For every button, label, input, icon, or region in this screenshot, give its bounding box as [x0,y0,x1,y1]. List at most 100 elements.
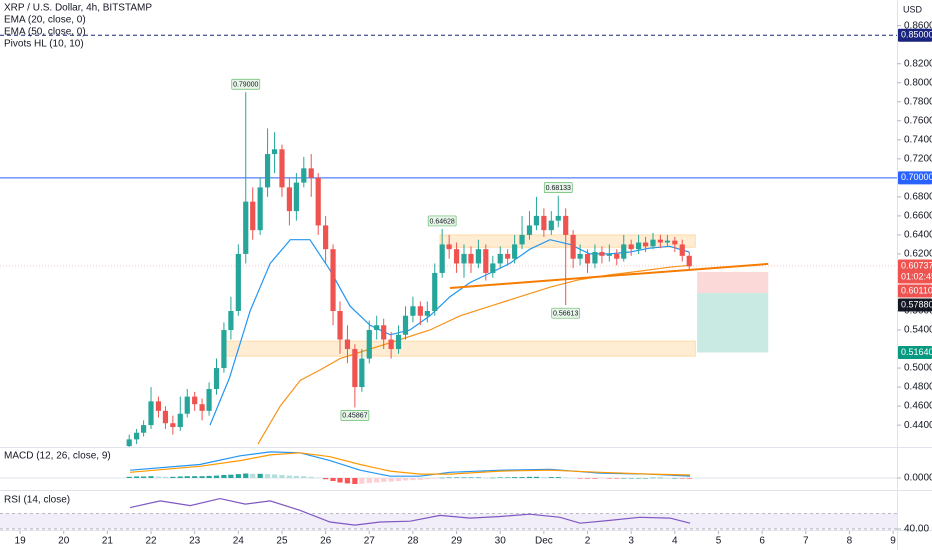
candle-body [381,325,387,340]
candle-body [374,325,380,331]
x-tick-label: 27 [364,536,376,547]
candle-body [512,244,518,259]
candle-body [162,410,169,424]
candle-body [555,215,561,221]
candle-body [170,423,176,428]
macd-histogram-bar [301,476,307,478]
price-label-box [898,171,932,185]
macd-histogram-bar [402,478,409,481]
x-tick-label: 9 [890,536,896,547]
pivot-label-box [427,215,457,227]
macd-histogram-bar [461,477,467,478]
x-tick-label: 19 [15,536,27,547]
candle-body [446,244,452,250]
candle-body [395,334,402,350]
price-label-box [898,298,932,312]
macd-histogram-bar [424,478,430,480]
candle-body [264,154,271,188]
macd-histogram-bar [221,475,227,478]
macd-histogram-bar [184,476,190,478]
macd-histogram-bar [570,478,576,479]
macd-histogram-bar [337,478,343,483]
macd-histogram-bar [293,475,299,478]
macd-histogram-bar [206,475,212,478]
candle-body [337,310,343,340]
candle-body [548,220,554,231]
price-label-box [898,28,932,42]
candle-body [461,253,467,264]
macd-histogram-bar [162,476,169,478]
macd-histogram-bar [642,478,649,479]
position-target-zone [697,293,769,353]
candle-body [468,253,474,264]
candle-body [577,253,583,259]
macd-histogram-bar [555,477,561,478]
macd-histogram-bar [592,478,598,479]
x-tick-label: 25 [276,536,288,547]
macd-histogram-bar [614,478,620,479]
macd-histogram-bar [308,476,314,478]
candle-body [366,330,372,359]
macd-histogram-bar [315,477,321,479]
candle-body [192,396,198,405]
ema-line [257,264,690,445]
candle-body [672,240,678,245]
pivot-label-box [340,410,370,421]
x-tick-label: 29 [451,536,463,547]
candle-body [301,168,307,183]
x-tick-label: 26 [320,536,332,547]
candle-body [650,239,656,247]
macd-histogram-bar [213,475,220,478]
macd-histogram-bar [126,476,132,478]
candle-body [359,358,365,388]
macd-histogram-bar [446,477,452,478]
currency-label: USD [903,4,923,14]
macd-pane [0,451,897,484]
candle-body [323,225,329,250]
candle-body [271,149,278,155]
macd-histogram-bar [286,475,292,478]
macd-histogram-bar [526,476,533,478]
macd-histogram-bar [548,477,554,478]
rsi-pane [0,497,897,530]
candle-body [686,255,692,267]
macd-histogram-bar [432,478,438,479]
macd-histogram-bar [257,473,263,478]
candle-body [599,252,605,256]
candle-body [148,401,154,426]
pivot-label: 0.68133 [546,185,571,192]
macd-histogram-bar [344,478,351,484]
legend-ema50: EMA (50, close, 0) [4,27,86,38]
macd-histogram-bar [323,478,329,480]
macd-histogram-bar [388,478,394,482]
price-label: 0.70000 [901,172,932,182]
macd-histogram-bar [490,477,496,479]
price-label: 0.60737 [901,260,932,270]
pivot-label-box [231,78,261,90]
x-tick-label: Dec [535,536,553,547]
macd-histogram-bar [250,473,256,478]
macd-histogram-bar [672,478,678,479]
candle-body [497,253,503,264]
legend-macd: MACD (12, 26, close, 9) [4,451,111,462]
candle-body [243,201,249,254]
x-tick-label: 20 [58,536,70,547]
candle-body [490,263,496,273]
x-tick-label: 6 [759,536,765,547]
candle-body [286,187,292,212]
candle-body [184,396,190,414]
candle-body [235,253,241,311]
price-label: 0.60110 [901,285,932,295]
candle-body [657,239,664,243]
macd-histogram-bar [279,475,285,478]
macd-histogram-bar [563,477,569,478]
price-label: 0.85000 [901,30,932,40]
